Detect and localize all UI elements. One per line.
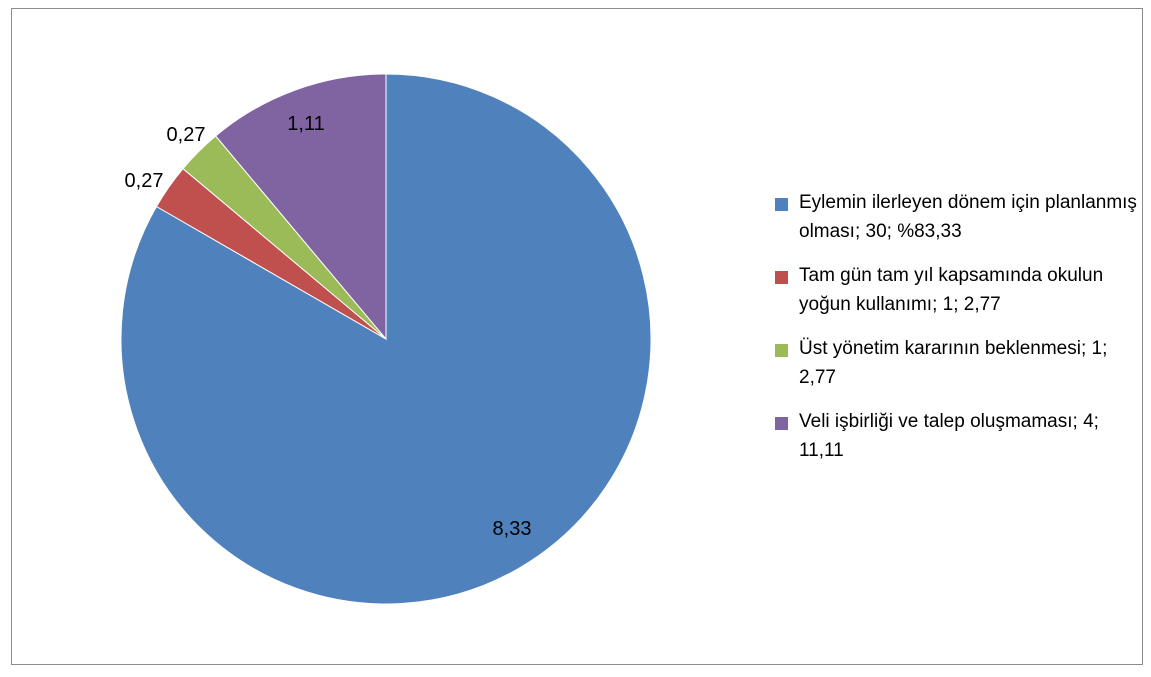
legend-label: Üst yönetim kararının beklenmesi; 1; 2,7… [799,338,1108,388]
pie-data-labels: 8,33 0,27 0,27 1,11 [125,113,532,540]
legend-swatch [775,417,788,430]
slice-data-label: 1,11 [287,113,324,135]
legend-item: Tam gün tam yıl kapsamında okulun yoğun … [775,261,1145,319]
legend-swatch [775,271,788,284]
slice-data-label: 0,27 [167,124,206,146]
legend-label: Eylemin ilerleyen dönem için planlanmış … [799,192,1137,242]
legend-label: Tam gün tam yıl kapsamında okulun yoğun … [799,265,1104,315]
legend: Eylemin ilerleyen dönem için planlanmış … [775,188,1145,480]
legend-item: Eylemin ilerleyen dönem için planlanmış … [775,188,1145,246]
legend-item: Veli işbirliği ve talep oluşmaması; 4; 1… [775,407,1145,465]
legend-swatch [775,344,788,357]
slice-data-label: 8,33 [493,518,532,540]
pie-slice [214,73,387,341]
legend-swatch [775,198,788,211]
pie-slices [120,73,652,605]
legend-label: Veli işbirliği ve talep oluşmaması; 4; 1… [799,411,1099,461]
legend-item: Üst yönetim kararının beklenmesi; 1; 2,7… [775,334,1145,392]
slice-data-label: 0,27 [125,170,164,192]
